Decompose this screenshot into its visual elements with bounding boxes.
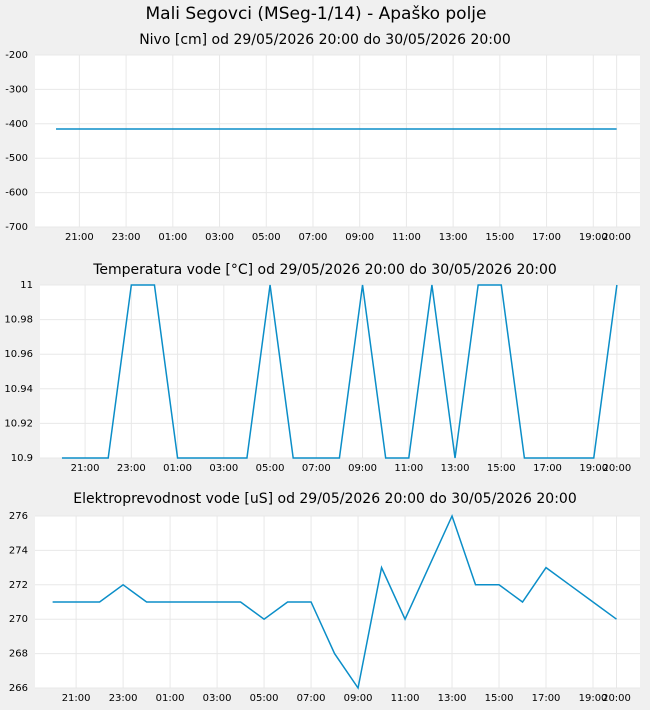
x-tick-label: 17:00 — [533, 463, 562, 474]
y-tick-label: -500 — [5, 153, 28, 164]
x-tick-label: 11:00 — [394, 463, 423, 474]
chart-title: Elektroprevodnost vode [uS] od 29/05/202… — [73, 491, 576, 507]
y-tick-label: 266 — [9, 683, 28, 694]
y-tick-label: 10.9 — [11, 453, 33, 464]
y-tick-label: -600 — [5, 188, 28, 199]
chart-title: Temperatura vode [°C] od 29/05/2026 20:0… — [92, 262, 557, 278]
page-title: Mali Segovci (MSeg-1/14) - Apaško polje — [146, 4, 487, 24]
plot-area — [40, 285, 640, 458]
x-tick-label: 03:00 — [209, 463, 238, 474]
x-tick-label: 15:00 — [485, 693, 514, 704]
x-tick-label: 15:00 — [487, 463, 516, 474]
x-tick-label: 20:00 — [602, 693, 631, 704]
y-tick-label: 276 — [9, 511, 28, 522]
x-tick-label: 09:00 — [345, 232, 374, 243]
x-tick-label: 17:00 — [532, 693, 561, 704]
x-tick-label: 21:00 — [65, 232, 94, 243]
x-tick-label: 09:00 — [344, 693, 373, 704]
x-tick-label: 11:00 — [391, 693, 420, 704]
x-tick-label: 09:00 — [348, 463, 377, 474]
y-tick-label: 11 — [20, 280, 33, 291]
x-tick-label: 19:00 — [579, 693, 608, 704]
plot-area — [35, 55, 640, 227]
x-tick-label: 19:00 — [579, 232, 608, 243]
chart-title: Nivo [cm] od 29/05/2026 20:00 do 30/05/2… — [139, 32, 511, 48]
y-tick-label: 274 — [9, 545, 28, 556]
y-tick-label: 272 — [9, 580, 28, 591]
x-tick-label: 07:00 — [297, 693, 326, 704]
data-line — [52, 513, 617, 690]
plot-area — [35, 516, 640, 688]
x-tick-label: 07:00 — [299, 232, 328, 243]
y-tick-label: 10.96 — [4, 349, 33, 360]
x-tick-label: 20:00 — [602, 463, 631, 474]
y-tick-label: 268 — [9, 649, 28, 660]
x-tick-label: 13:00 — [441, 463, 470, 474]
x-tick-label: 11:00 — [392, 232, 421, 243]
y-tick-label: -400 — [5, 119, 28, 130]
y-tick-label: 10.92 — [4, 418, 33, 429]
y-tick-label: 10.98 — [4, 315, 33, 326]
x-tick-label: 21:00 — [71, 463, 100, 474]
x-tick-label: 13:00 — [439, 232, 468, 243]
y-tick-label: 10.94 — [4, 384, 33, 395]
x-tick-label: 13:00 — [438, 693, 467, 704]
y-tick-label: 270 — [9, 614, 28, 625]
x-tick-label: 05:00 — [252, 232, 281, 243]
x-tick-label: 03:00 — [203, 693, 232, 704]
x-tick-label: 07:00 — [302, 463, 331, 474]
x-tick-label: 19:00 — [579, 463, 608, 474]
y-tick-label: -300 — [5, 84, 28, 95]
x-tick-label: 21:00 — [62, 693, 91, 704]
x-tick-label: 05:00 — [256, 463, 285, 474]
data-line — [61, 284, 618, 459]
x-tick-label: 01:00 — [163, 463, 192, 474]
x-tick-label: 03:00 — [205, 232, 234, 243]
x-tick-label: 17:00 — [532, 232, 561, 243]
x-tick-label: 23:00 — [117, 463, 146, 474]
x-tick-label: 15:00 — [485, 232, 514, 243]
x-tick-label: 05:00 — [250, 693, 279, 704]
x-tick-label: 23:00 — [109, 693, 138, 704]
y-tick-label: -700 — [5, 222, 28, 233]
x-tick-label: 01:00 — [158, 232, 187, 243]
y-tick-label: -200 — [5, 50, 28, 61]
x-tick-label: 23:00 — [112, 232, 141, 243]
x-tick-label: 01:00 — [156, 693, 185, 704]
x-tick-label: 20:00 — [602, 232, 631, 243]
